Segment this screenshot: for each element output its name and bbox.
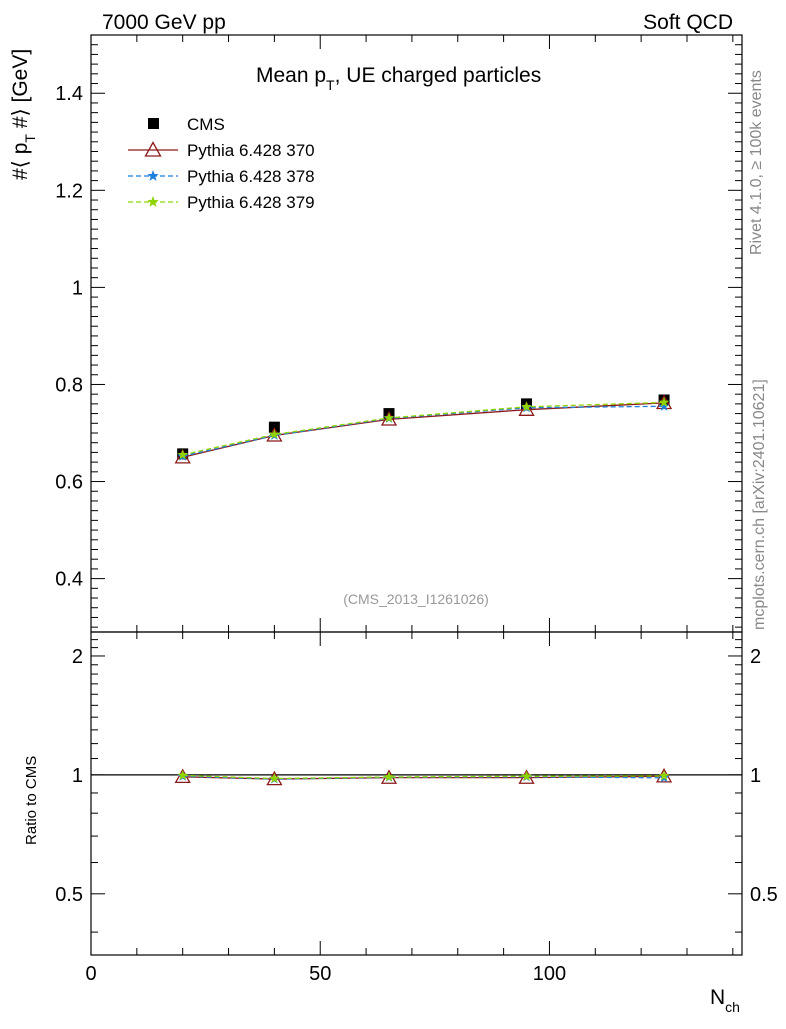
mcplots-label: mcplots.cern.ch [arXiv:2401.10621]: [751, 379, 768, 630]
ratio-tick-label-right: 1: [750, 765, 761, 787]
plot-title: Mean pT, UE charged particles: [256, 64, 541, 93]
ratio-tick-label-left: 2: [72, 646, 83, 668]
ratio-tick-label-right: 0.5: [750, 884, 778, 906]
legend-label-cms: CMS: [187, 115, 225, 134]
y-tick-label: 0.8: [55, 374, 83, 396]
ratio-tick-label-left: 0.5: [55, 884, 83, 906]
ratio-point-pythia-6-428-379: [177, 769, 188, 780]
main-point-pythia-6-428-379: [177, 449, 188, 460]
main-point-pythia-6-428-379: [383, 412, 395, 423]
x-tick-label: 50: [309, 963, 331, 985]
ratio-axis-label: Ratio to CMS: [23, 756, 40, 845]
x-tick-label: 0: [85, 963, 96, 985]
ratio-plot-frame: [90, 631, 743, 956]
legend-marker-cms: [148, 118, 159, 129]
header-process-label: Soft QCD: [643, 11, 733, 34]
legend-label-378: Pythia 6.428 378: [187, 167, 315, 186]
main-point-pythia-6-428-378: [658, 400, 670, 411]
legend-marker-370: [144, 141, 162, 157]
ratio-panel: 0.5 0.5 1 1 2 2 Ratio to CMS: [23, 631, 778, 956]
main-point-pythia-6-428-370: [518, 401, 535, 416]
main-point-pythia-6-428-370: [174, 448, 191, 464]
x-tick-labels: 0 50 100: [85, 963, 566, 985]
y-axis-label: #⟨ pT #⟩ [GeV]: [9, 49, 38, 180]
main-point-pythia-6-428-379: [269, 428, 280, 439]
ratio-ticks: 0.5 0.5 1 1 2 2: [55, 632, 778, 955]
x-tick-label: 100: [533, 963, 566, 985]
ratio-point-pythia-6-428-379: [383, 771, 395, 782]
ratio-point-pythia-6-428-379: [269, 773, 280, 783]
main-point-pythia-6-428-379: [521, 401, 532, 412]
x-axis-label: Nch: [710, 986, 740, 1015]
legend: CMS Pythia 6.428 370 Pythia 6.428 378 Py…: [128, 115, 315, 212]
y-tick-label: 1.4: [55, 83, 83, 105]
main-ticks: 0.4 0.6 0.8 1 1.2 1.4: [55, 35, 742, 632]
header-beam-label: 7000 GeV pp: [102, 11, 226, 34]
main-panel: 0.4 0.6 0.8 1 1.2 1.4 Mean pT, UE charged par…: [9, 34, 743, 633]
legend-label-370: Pythia 6.428 370: [187, 141, 315, 160]
legend-marker-378: [147, 170, 159, 181]
main-series: [174, 394, 673, 464]
y-tick-label: 1.2: [55, 180, 83, 202]
ratio-series: [174, 767, 673, 786]
y-tick-label: 0.6: [55, 472, 83, 494]
legend-label-379: Pythia 6.428 379: [187, 193, 315, 212]
rivet-label: Rivet 4.1.0, ≥ 100k events: [748, 70, 765, 255]
y-tick-label: 0.4: [55, 569, 83, 591]
ratio-point-pythia-6-428-379: [658, 770, 670, 781]
ratio-tick-label-right: 2: [750, 646, 761, 668]
analysis-id: (CMS_2013_I1261026): [343, 591, 489, 607]
y-tick-label: 1: [72, 277, 83, 299]
legend-marker-379: [147, 196, 159, 207]
ratio-point-pythia-6-428-379: [521, 770, 532, 781]
main-point-pythia-6-428-370: [380, 411, 398, 426]
main-point-pythia-6-428-379: [658, 396, 670, 407]
ratio-tick-label-left: 1: [72, 765, 83, 787]
